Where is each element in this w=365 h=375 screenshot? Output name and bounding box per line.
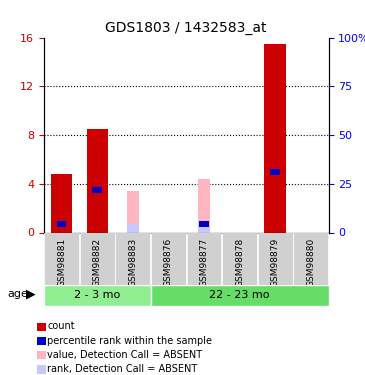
Title: GDS1803 / 1432583_at: GDS1803 / 1432583_at <box>105 21 267 35</box>
Bar <box>127 224 139 232</box>
Text: GSM98876: GSM98876 <box>164 238 173 287</box>
Bar <box>264 44 286 232</box>
FancyBboxPatch shape <box>44 232 79 285</box>
FancyBboxPatch shape <box>293 232 328 285</box>
FancyBboxPatch shape <box>150 285 328 306</box>
Bar <box>92 187 102 193</box>
Text: ▶: ▶ <box>26 288 35 301</box>
Bar <box>198 224 210 232</box>
FancyBboxPatch shape <box>115 232 150 285</box>
Bar <box>199 221 209 227</box>
Bar <box>87 129 108 232</box>
Text: count: count <box>47 321 75 331</box>
Bar <box>127 191 139 232</box>
Text: percentile rank within the sample: percentile rank within the sample <box>47 336 212 345</box>
Bar <box>51 174 72 232</box>
Text: age: age <box>7 290 28 299</box>
Text: GSM98883: GSM98883 <box>128 238 137 287</box>
Text: GSM98882: GSM98882 <box>93 238 102 287</box>
Text: 2 - 3 mo: 2 - 3 mo <box>74 290 120 300</box>
FancyBboxPatch shape <box>258 232 293 285</box>
Text: GSM98881: GSM98881 <box>57 238 66 287</box>
Text: GSM98878: GSM98878 <box>235 238 244 287</box>
FancyBboxPatch shape <box>44 285 150 306</box>
FancyBboxPatch shape <box>222 232 257 285</box>
Text: rank, Detection Call = ABSENT: rank, Detection Call = ABSENT <box>47 364 198 374</box>
Text: GSM98880: GSM98880 <box>306 238 315 287</box>
Text: GSM98879: GSM98879 <box>270 238 280 287</box>
Text: value, Detection Call = ABSENT: value, Detection Call = ABSENT <box>47 350 203 360</box>
FancyBboxPatch shape <box>187 232 222 285</box>
FancyBboxPatch shape <box>80 232 115 285</box>
Bar <box>57 221 66 227</box>
FancyBboxPatch shape <box>151 232 186 285</box>
Bar <box>198 179 210 232</box>
Text: GSM98877: GSM98877 <box>199 238 208 287</box>
Text: 22 - 23 mo: 22 - 23 mo <box>209 290 270 300</box>
Bar <box>270 168 280 175</box>
